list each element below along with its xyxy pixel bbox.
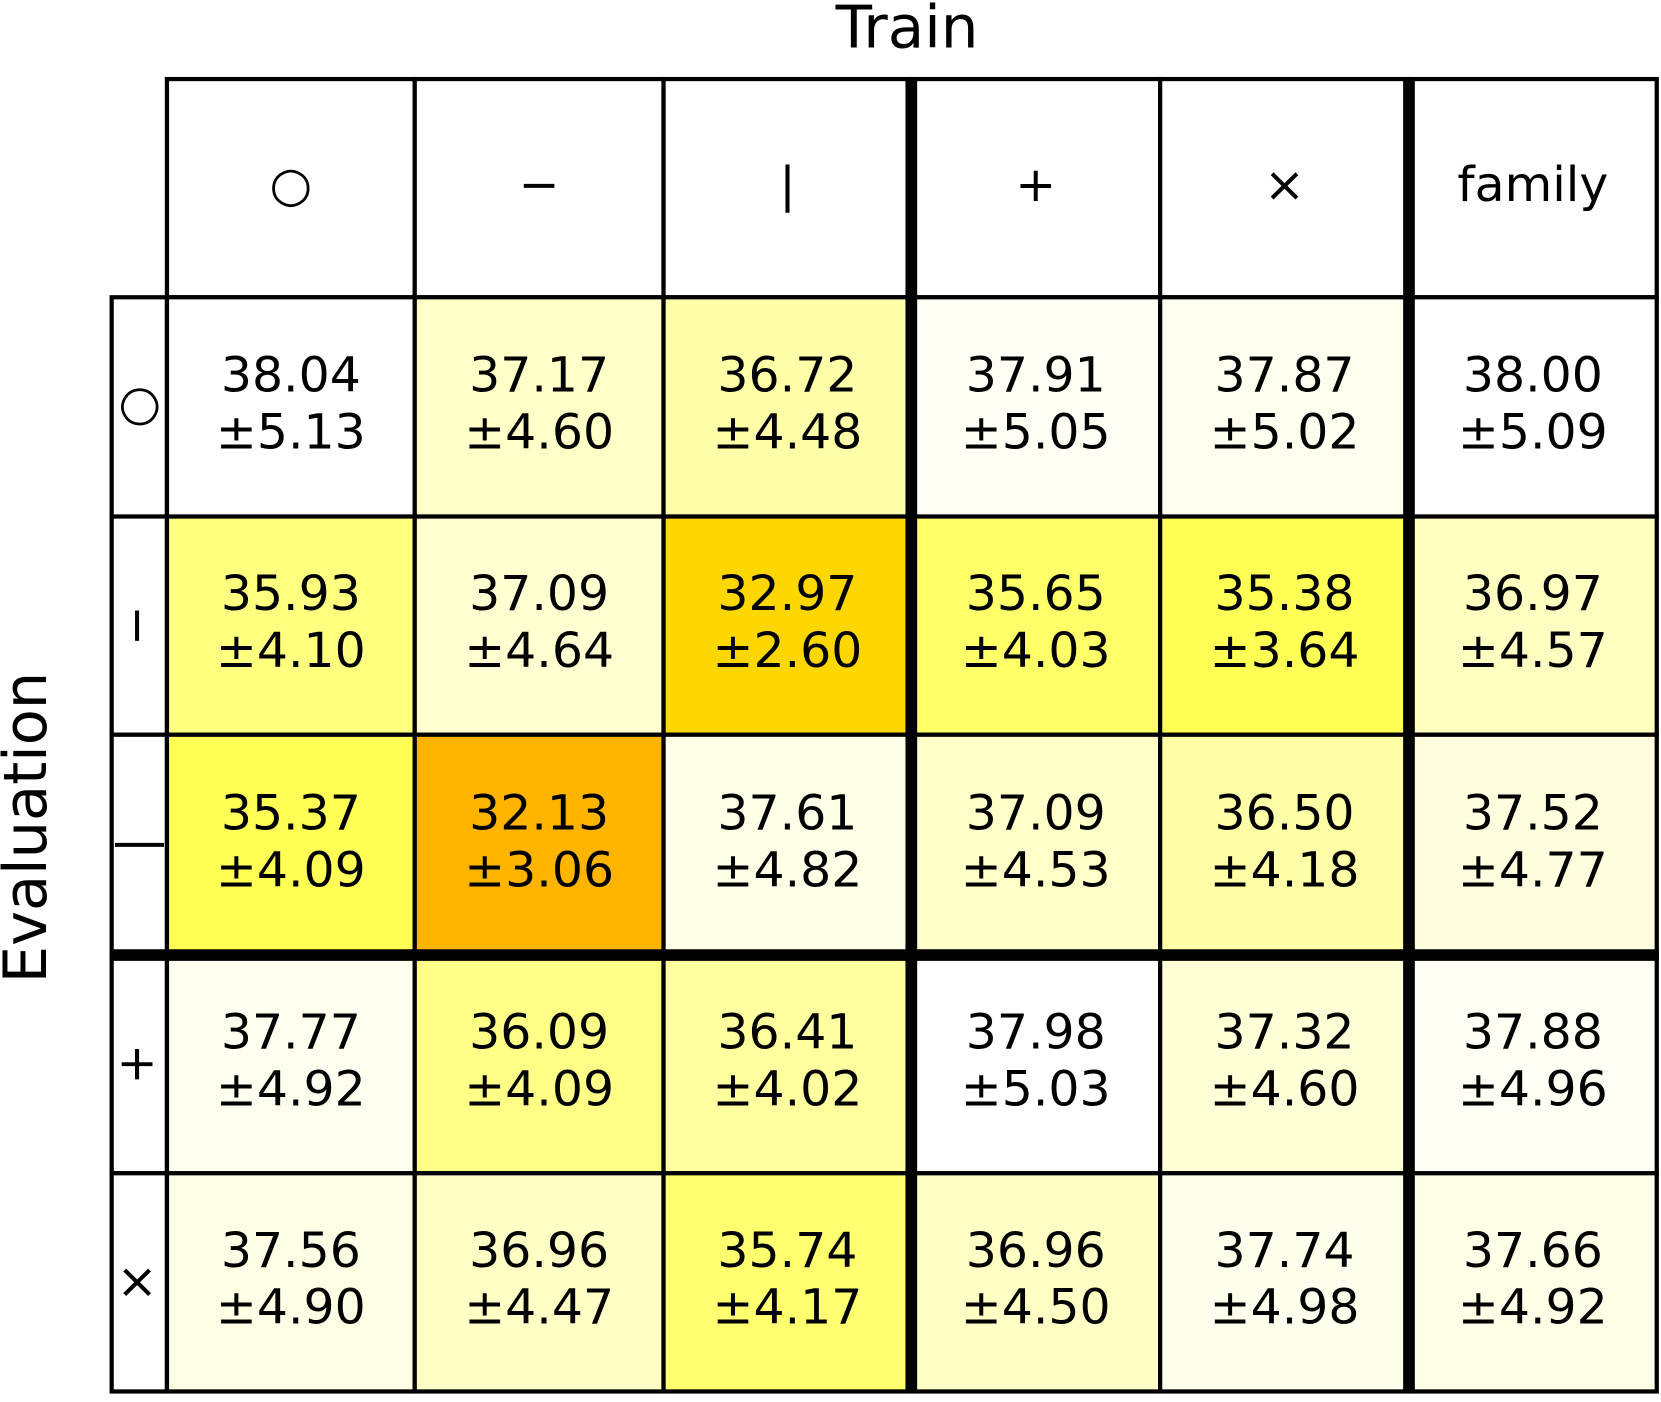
column-label: + — [1015, 157, 1056, 213]
cell-mean: 36.97 — [1463, 566, 1603, 622]
cell-std: ±4.77 — [1458, 842, 1608, 898]
cell-std: ±5.13 — [216, 404, 366, 460]
cell-std: ±4.03 — [961, 623, 1111, 679]
cell — [661, 514, 914, 737]
cell-std: ±4.10 — [216, 623, 366, 679]
cell-std: ±4.57 — [1458, 623, 1608, 679]
cell-std: ±4.92 — [216, 1062, 366, 1118]
cell — [164, 732, 417, 958]
cell — [1406, 732, 1659, 958]
cell-mean: 36.96 — [469, 1223, 609, 1279]
cell-std: ±4.18 — [1210, 842, 1360, 898]
cell-std: ±4.02 — [713, 1062, 863, 1118]
cell-std: ±5.03 — [961, 1062, 1111, 1118]
cell-std: ±4.17 — [713, 1280, 863, 1336]
row-label: ○ — [108, 386, 164, 428]
cell-mean: 37.74 — [1215, 1223, 1355, 1279]
cell-mean: 37.17 — [469, 348, 609, 404]
cell — [1158, 514, 1412, 737]
header-cell — [164, 76, 417, 300]
cell-mean: 32.97 — [717, 566, 857, 622]
cell-std: ±4.09 — [464, 1062, 614, 1118]
cell-std: ±4.50 — [961, 1280, 1111, 1336]
cell-mean: 36.50 — [1215, 786, 1355, 842]
column-label: × — [1264, 157, 1305, 213]
cell — [1158, 1171, 1412, 1394]
cell-std: ±4.90 — [216, 1280, 366, 1336]
cell-std: ±5.09 — [1458, 404, 1608, 460]
cell-mean: 37.52 — [1463, 786, 1603, 842]
column-label: family — [1457, 157, 1608, 213]
cell-std: ±4.48 — [713, 404, 863, 460]
column-label: ○ — [269, 157, 312, 213]
cell — [412, 514, 666, 737]
cell-mean: 37.98 — [966, 1005, 1106, 1061]
cell-std: ±3.06 — [464, 842, 614, 898]
cell-mean: 35.93 — [221, 566, 361, 622]
cell — [661, 295, 914, 519]
column-title: Train — [835, 0, 979, 62]
cell-std: ±2.60 — [713, 623, 863, 679]
cell-std: ±4.92 — [1458, 1280, 1608, 1336]
cell-mean: 37.56 — [221, 1223, 361, 1279]
cell — [1158, 295, 1412, 519]
cell-mean: 36.72 — [717, 348, 857, 404]
cell — [412, 1171, 666, 1394]
header-cell — [412, 76, 666, 300]
row-title: Evaluation — [0, 672, 60, 983]
cell-mean: 35.74 — [717, 1223, 857, 1279]
cell — [412, 732, 666, 958]
cell-std: ±5.05 — [961, 404, 1111, 460]
cell-std: ±4.60 — [1210, 1062, 1360, 1118]
cell-mean: 35.38 — [1215, 566, 1355, 622]
cell-std: ±4.98 — [1210, 1280, 1360, 1336]
cell — [909, 732, 1163, 958]
cell-mean: 37.09 — [966, 786, 1106, 842]
cell-std: ±4.47 — [464, 1280, 614, 1336]
column-label: − — [519, 157, 560, 213]
cell-mean: 37.66 — [1463, 1223, 1603, 1279]
cell-mean: 36.96 — [966, 1223, 1106, 1279]
cell — [1406, 514, 1659, 737]
row-label-cell — [109, 1171, 170, 1394]
cell — [164, 1171, 417, 1394]
row-label: × — [108, 1262, 164, 1303]
cell-mean: 37.87 — [1215, 348, 1355, 404]
cell-std: ±4.96 — [1458, 1062, 1608, 1118]
cell-std: ±4.60 — [464, 404, 614, 460]
cell-mean: 32.13 — [469, 786, 609, 842]
cell-mean: 38.00 — [1463, 348, 1603, 404]
cell-mean: 38.04 — [221, 348, 361, 404]
row-label: | — [108, 837, 164, 853]
cell-mean: 37.88 — [1463, 1005, 1603, 1061]
column-label: | — [779, 157, 795, 213]
cell — [1406, 1171, 1659, 1394]
cell-std: ±3.64 — [1210, 623, 1360, 679]
cell — [164, 952, 417, 1176]
cell-mean: 37.61 — [717, 786, 857, 842]
cell — [164, 295, 417, 519]
cell-mean: 35.65 — [966, 566, 1106, 622]
cell — [909, 1171, 1163, 1394]
cell-mean: 36.41 — [717, 1005, 857, 1061]
cell-std: ±4.09 — [216, 842, 366, 898]
cell-mean: 37.32 — [1215, 1005, 1355, 1061]
header-cell — [661, 76, 914, 300]
cell-std: ±4.82 — [713, 842, 863, 898]
row-label: + — [108, 1044, 164, 1085]
cell-std: ±4.53 — [961, 842, 1111, 898]
row-label: − — [108, 605, 164, 646]
cell-mean: 35.37 — [221, 786, 361, 842]
cell-mean: 37.91 — [966, 348, 1106, 404]
cell-std: ±5.02 — [1210, 404, 1360, 460]
cell-mean: 37.09 — [469, 566, 609, 622]
cell-mean: 36.09 — [469, 1005, 609, 1061]
cell-mean: 37.77 — [221, 1005, 361, 1061]
cell — [661, 1171, 914, 1394]
cell-std: ±4.64 — [464, 623, 614, 679]
